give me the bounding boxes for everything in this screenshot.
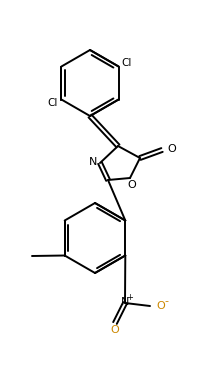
Text: O: O bbox=[127, 180, 136, 190]
Text: -: - bbox=[163, 296, 167, 306]
Text: N: N bbox=[120, 297, 129, 307]
Text: O: O bbox=[166, 144, 175, 154]
Text: O: O bbox=[155, 301, 164, 311]
Text: N: N bbox=[88, 157, 97, 167]
Text: +: + bbox=[126, 293, 133, 301]
Text: O: O bbox=[110, 325, 119, 335]
Text: Cl: Cl bbox=[47, 99, 57, 109]
Text: Cl: Cl bbox=[121, 57, 131, 67]
